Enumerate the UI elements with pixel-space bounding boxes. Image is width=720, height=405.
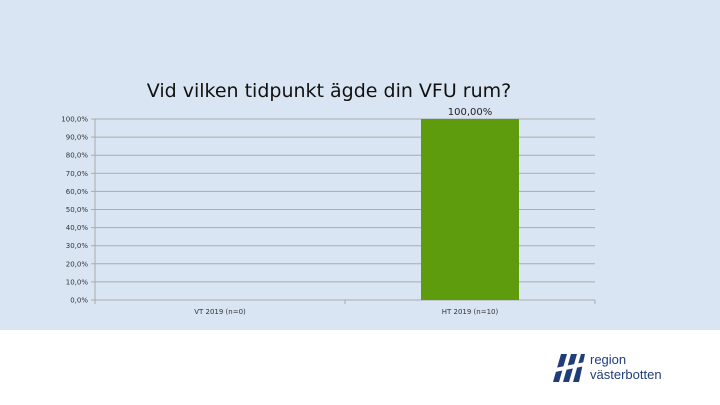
bar (421, 119, 519, 300)
x-category-label: VT 2019 (n=0) (194, 308, 246, 316)
y-tick-label: 40,0% (66, 224, 89, 232)
y-tick-label: 70,0% (66, 170, 89, 178)
y-tick-label: 90,0% (66, 134, 89, 142)
y-tick-label: 60,0% (66, 188, 89, 196)
region-vasterbotten-logo: region västerbotten (552, 352, 702, 384)
y-tick-label: 30,0% (66, 242, 89, 250)
y-tick-label: 20,0% (66, 260, 89, 268)
x-category-label: HT 2019 (n=10) (442, 308, 499, 316)
data-label: 100,00% (448, 107, 493, 118)
y-tick-label: 80,0% (66, 152, 89, 160)
chart-title: Vid vilken tidpunkt ägde din VFU rum? (146, 80, 512, 102)
y-tick-label: 100,0% (61, 116, 88, 124)
y-tick-label: 0,0% (70, 297, 88, 305)
y-tick-label: 50,0% (66, 206, 89, 214)
logo-mark-icon (553, 354, 585, 382)
logo-line-vasterbotten: västerbotten (590, 367, 662, 382)
y-tick-label: 10,0% (66, 278, 89, 286)
logo-line-region: region (590, 352, 627, 367)
bar-chart: 0,0% 10,0% 20,0% 30,0% 40,0% 50,0% 60,0% 70,0% 8… (61, 107, 596, 316)
slide-background (0, 0, 720, 330)
